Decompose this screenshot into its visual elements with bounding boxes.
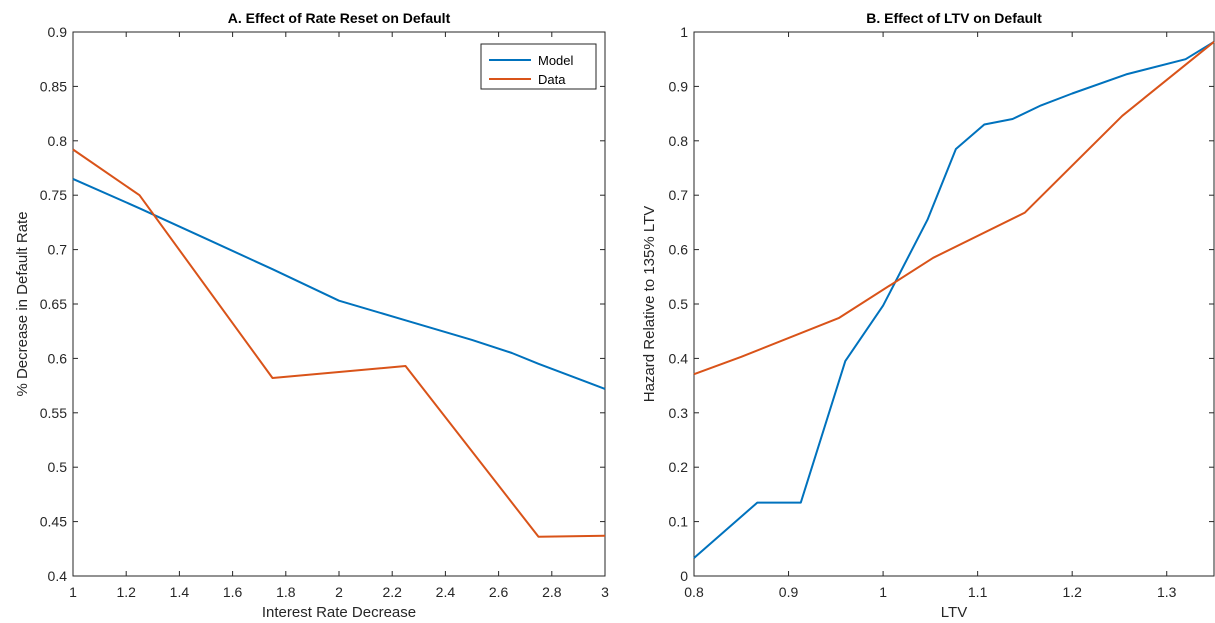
- y-tick-label: 0.5: [48, 459, 68, 475]
- panel-a-title: A. Effect of Rate Reset on Default: [228, 10, 451, 26]
- panel-b-ticks: 0.8 0.9 1 1.1 1.2 1.3 0 0.1 0.2 0.3 0.4 0.5 0.6 0.7 0.…: [669, 24, 1214, 600]
- x-tick-label: 2.8: [542, 584, 562, 600]
- y-tick-label: 0.7: [669, 187, 689, 203]
- x-tick-label: 1.2: [116, 584, 136, 600]
- y-tick-label: 1: [680, 24, 688, 40]
- series-line-data: [72, 148, 606, 538]
- x-tick-label: 1.8: [276, 584, 296, 600]
- x-tick-label: 1.3: [1157, 584, 1177, 600]
- y-tick-label: 0.75: [40, 187, 67, 203]
- x-tick-label: 1: [879, 584, 887, 600]
- series-line-series-1: [693, 40, 1215, 559]
- x-tick-label: 3: [601, 584, 609, 600]
- y-tick-label: 0.9: [669, 78, 689, 94]
- x-tick-label: 0.8: [684, 584, 704, 600]
- panel-a-legend: Model Data: [480, 43, 597, 90]
- panel-b-title: B. Effect of LTV on Default: [866, 10, 1042, 26]
- x-tick-label: 1: [69, 584, 77, 600]
- panel-a-series: [72, 148, 606, 538]
- y-tick-label: 0.8: [669, 133, 689, 149]
- x-tick-label: 2.2: [382, 584, 402, 600]
- y-tick-label: 0.4: [669, 350, 689, 366]
- y-tick-label: 0.9: [48, 24, 68, 40]
- y-tick-label: 0.7: [48, 242, 68, 258]
- panel-a-ticks: 1 1.2 1.4 1.6 1.8 2 2.2 2.4 2.6 2.8 3 0.4 0.45 0.5 0.5…: [40, 24, 609, 600]
- x-tick-label: 1.6: [223, 584, 243, 600]
- legend-data-label: Data: [538, 72, 566, 87]
- y-tick-label: 0: [680, 568, 688, 584]
- y-tick-label: 0.2: [669, 459, 689, 475]
- x-tick-label: 2.4: [436, 584, 456, 600]
- y-tick-label: 0.85: [40, 78, 67, 94]
- x-tick-label: 2.6: [489, 584, 509, 600]
- panel-b: B. Effect of LTV on Default 0.8 0.9 1 1.1 1.…: [641, 10, 1215, 621]
- panel-a: A. Effect of Rate Reset on Default 1 1.2 1…: [14, 10, 609, 621]
- panel-b-series: [693, 40, 1215, 559]
- panel-a-y-axis-label: % Decrease in Default Rate: [14, 211, 31, 396]
- panel-a-x-axis-label: Interest Rate Decrease: [262, 604, 416, 621]
- y-tick-label: 0.1: [669, 514, 689, 530]
- panel-a-plot-area: [72, 31, 606, 577]
- legend-model-label: Model: [538, 53, 574, 68]
- y-tick-label: 0.45: [40, 514, 67, 530]
- y-tick-label: 0.5: [669, 296, 689, 312]
- panel-b-x-axis-label: LTV: [941, 604, 967, 621]
- y-tick-label: 0.55: [40, 405, 67, 421]
- legend-box: [480, 43, 597, 90]
- x-tick-label: 0.9: [779, 584, 799, 600]
- x-tick-label: 1.4: [170, 584, 190, 600]
- y-tick-label: 0.65: [40, 296, 67, 312]
- y-tick-label: 0.6: [48, 350, 68, 366]
- y-tick-label: 0.4: [48, 568, 68, 584]
- x-tick-label: 1.1: [968, 584, 988, 600]
- x-tick-label: 2: [335, 584, 343, 600]
- panel-b-plot-area: [693, 31, 1215, 577]
- y-tick-label: 0.3: [669, 405, 689, 421]
- y-tick-label: 0.6: [669, 242, 689, 258]
- series-line-series-2: [693, 41, 1215, 376]
- x-tick-label: 1.2: [1062, 584, 1082, 600]
- panel-b-y-axis-label: Hazard Relative to 135% LTV: [641, 206, 658, 403]
- y-tick-label: 0.8: [48, 133, 68, 149]
- series-line-model: [72, 177, 606, 390]
